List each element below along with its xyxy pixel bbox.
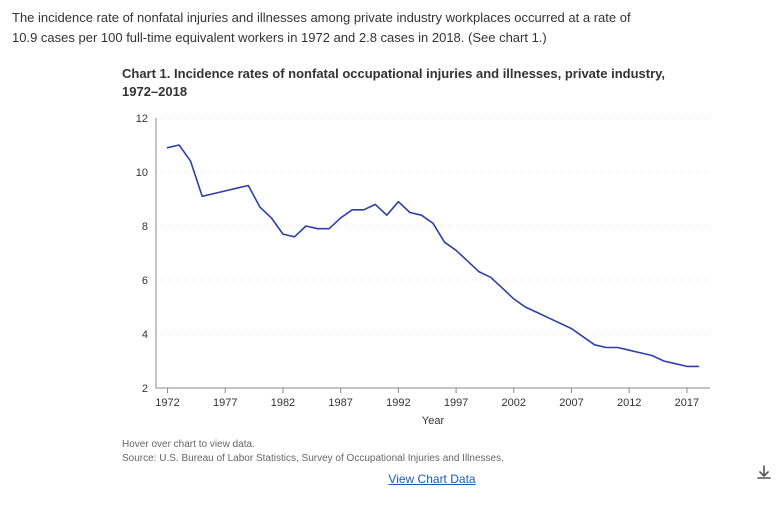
svg-text:2: 2: [142, 383, 148, 395]
svg-text:4: 4: [142, 329, 148, 341]
svg-text:1987: 1987: [328, 397, 352, 409]
intro-line1: The incidence rate of nonfatal injuries …: [12, 10, 631, 25]
svg-text:1972: 1972: [155, 397, 179, 409]
svg-text:12: 12: [136, 113, 148, 125]
svg-text:1982: 1982: [271, 397, 295, 409]
svg-text:2012: 2012: [617, 397, 641, 409]
note-hover: Hover over chart to view data.: [122, 439, 255, 450]
chart-container: Chart 1. Incidence rates of nonfatal occ…: [122, 65, 742, 486]
chart-title: Chart 1. Incidence rates of nonfatal occ…: [122, 65, 682, 100]
svg-text:1992: 1992: [386, 397, 410, 409]
note-source: Source: U.S. Bureau of Labor Statistics,…: [122, 453, 504, 464]
svg-text:1977: 1977: [213, 397, 237, 409]
svg-text:2002: 2002: [502, 397, 526, 409]
svg-text:8: 8: [142, 221, 148, 233]
view-chart-data-link[interactable]: View Chart Data: [388, 472, 475, 486]
svg-text:6: 6: [142, 275, 148, 287]
svg-text:Year: Year: [422, 415, 445, 427]
chart-svg[interactable]: 2 4 6 8 10 12 1972 1977 1982 1987 1992 1997 2002 2007…: [122, 110, 722, 430]
chart-footer-row: View Chart Data: [122, 472, 742, 486]
download-icon[interactable]: [756, 465, 772, 486]
svg-text:1997: 1997: [444, 397, 468, 409]
intro-line2: 10.9 cases per 100 full-time equivalent …: [12, 30, 547, 45]
chart-plot-area[interactable]: 2 4 6 8 10 12 1972 1977 1982 1987 1992 1997 2002 2007…: [122, 110, 722, 430]
svg-text:2017: 2017: [675, 397, 699, 409]
svg-text:2007: 2007: [559, 397, 583, 409]
svg-text:10: 10: [136, 167, 148, 179]
intro-text: The incidence rate of nonfatal injuries …: [12, 8, 652, 47]
chart-footnote: Hover over chart to view data. Source: U…: [122, 438, 742, 466]
